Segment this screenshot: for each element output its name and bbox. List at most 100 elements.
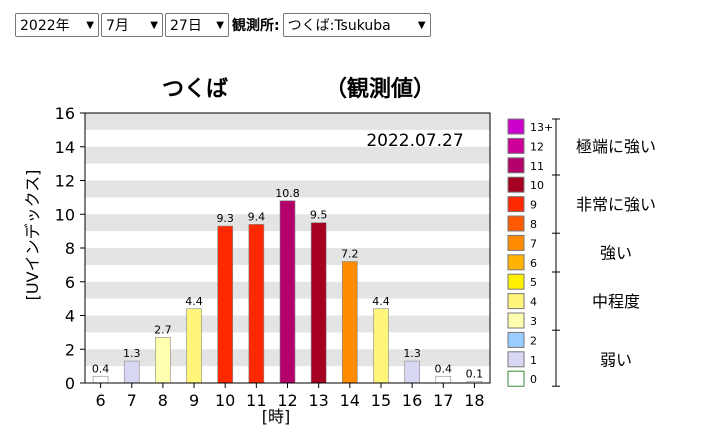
x-tick-label: 16 xyxy=(402,391,422,410)
legend-level-label: 1 xyxy=(530,354,537,367)
bar xyxy=(217,225,233,384)
legend-level-label: 10 xyxy=(530,179,544,192)
legend-swatch xyxy=(507,273,525,290)
bar xyxy=(373,308,389,384)
x-tick-label: 11 xyxy=(246,391,266,410)
data-label: 7.2 xyxy=(341,248,359,261)
legend-level-label: 4 xyxy=(530,296,537,309)
x-tick-label: 8 xyxy=(158,391,168,410)
legend-category-label: 極端に強い xyxy=(576,137,656,156)
data-label: 9.4 xyxy=(248,210,266,223)
grid-band xyxy=(85,146,490,164)
chevron-down-icon: ▼ xyxy=(86,19,94,31)
chevron-down-icon: ▼ xyxy=(150,19,158,31)
legend-swatch xyxy=(507,196,525,213)
day-select-value: 27日 xyxy=(170,18,202,34)
legend-category-label: 弱い xyxy=(600,350,632,369)
legend-level-label: 8 xyxy=(530,218,537,231)
bar xyxy=(310,222,327,384)
x-tick-label: 6 xyxy=(95,391,105,410)
legend-level-label: 7 xyxy=(530,237,537,250)
station-label: 観測所: xyxy=(232,18,280,34)
bar xyxy=(435,375,452,384)
legend-level-label: 3 xyxy=(530,315,537,328)
y-tick-label: 16 xyxy=(55,104,75,123)
legend-level-label: 13+ xyxy=(530,121,553,134)
bar xyxy=(155,337,171,384)
x-tick-label: 12 xyxy=(277,391,297,410)
y-tick-label: 14 xyxy=(55,138,75,157)
legend-level-label: 0 xyxy=(530,373,537,386)
bar xyxy=(186,308,202,384)
bar xyxy=(279,200,296,384)
month-select[interactable]: 7月 ▼ xyxy=(101,13,163,37)
chevron-down-icon: ▼ xyxy=(216,19,224,31)
legend-swatch xyxy=(507,351,525,368)
date-station-controls: 2022年 ▼ 7月 ▼ 27日 ▼ 観測所: つくば:Tsukuba ▼ xyxy=(15,12,431,38)
y-tick-label: 10 xyxy=(55,205,75,224)
legend-swatch xyxy=(507,370,525,387)
x-tick-label: 9 xyxy=(189,391,199,410)
legend-swatch xyxy=(507,293,525,310)
data-label: 4.4 xyxy=(185,295,203,308)
y-tick-label: 8 xyxy=(65,239,75,258)
y-tick-label: 2 xyxy=(65,340,75,359)
legend-swatch xyxy=(507,312,525,329)
x-tick-label: 17 xyxy=(433,391,453,410)
grid-band xyxy=(85,113,490,130)
legend-swatch xyxy=(507,254,525,271)
data-label: 1.3 xyxy=(123,347,141,360)
x-tick-label: 7 xyxy=(127,391,137,410)
x-tick-label: 18 xyxy=(464,391,484,410)
y-tick-label: 6 xyxy=(65,273,75,292)
legend-level-label: 12 xyxy=(530,140,544,153)
x-tick-label: 10 xyxy=(215,391,235,410)
y-tick-label: 0 xyxy=(65,374,75,393)
chart-title-station: つくば xyxy=(162,77,228,102)
data-label: 10.8 xyxy=(275,187,300,200)
legend-category-label: 非常に強い xyxy=(576,195,656,214)
legend-category-label: 中程度 xyxy=(592,292,640,311)
month-select-value: 7月 xyxy=(106,18,129,34)
year-select[interactable]: 2022年 ▼ xyxy=(15,13,99,37)
x-tick-label: 15 xyxy=(371,391,391,410)
data-label: 1.3 xyxy=(403,347,421,360)
year-select-value: 2022年 xyxy=(20,18,70,34)
station-select-value: つくば:Tsukuba xyxy=(287,18,391,34)
x-tick-label: 14 xyxy=(340,391,360,410)
grid-band xyxy=(85,180,490,198)
data-label: 0.1 xyxy=(466,367,484,380)
data-label: 0.4 xyxy=(92,362,110,375)
bar xyxy=(123,360,140,384)
legend-category-label: 強い xyxy=(600,244,632,263)
data-label: 9.3 xyxy=(216,212,234,225)
legend-level-label: 11 xyxy=(530,160,544,173)
plot-area: 0 2 4 6 8 10 12 14 16 0.4 6 1.3 7 2.7 8 4.4 9 9.3 10 9.4 11 1… xyxy=(55,104,491,410)
x-axis-label: [時] xyxy=(262,407,291,426)
bar xyxy=(342,261,358,384)
legend-swatch xyxy=(507,137,525,154)
bar xyxy=(92,375,109,384)
data-label: 9.5 xyxy=(310,209,328,222)
data-label: 4.4 xyxy=(372,295,390,308)
station-select[interactable]: つくば:Tsukuba ▼ xyxy=(282,13,431,37)
legend-swatch xyxy=(507,331,525,348)
chart-date: 2022.07.27 xyxy=(366,131,463,151)
legend-level-label: 5 xyxy=(530,276,537,289)
legend-swatch xyxy=(507,176,525,193)
legend-swatch xyxy=(507,157,525,174)
data-label: 0.4 xyxy=(435,362,453,375)
y-tick-label: 12 xyxy=(55,172,75,191)
legend-level-label: 2 xyxy=(530,334,537,347)
y-axis-label: [UVインデックス] xyxy=(23,170,42,301)
day-select[interactable]: 27日 ▼ xyxy=(165,13,229,37)
plot-frame xyxy=(84,112,491,384)
y-tick-label: 4 xyxy=(65,307,75,326)
legend-level-label: 9 xyxy=(530,199,537,212)
legend-swatch xyxy=(507,234,525,251)
data-label: 2.7 xyxy=(154,323,172,336)
chart-title-kind: （観測値） xyxy=(325,76,435,102)
legend-swatch xyxy=(507,215,525,232)
